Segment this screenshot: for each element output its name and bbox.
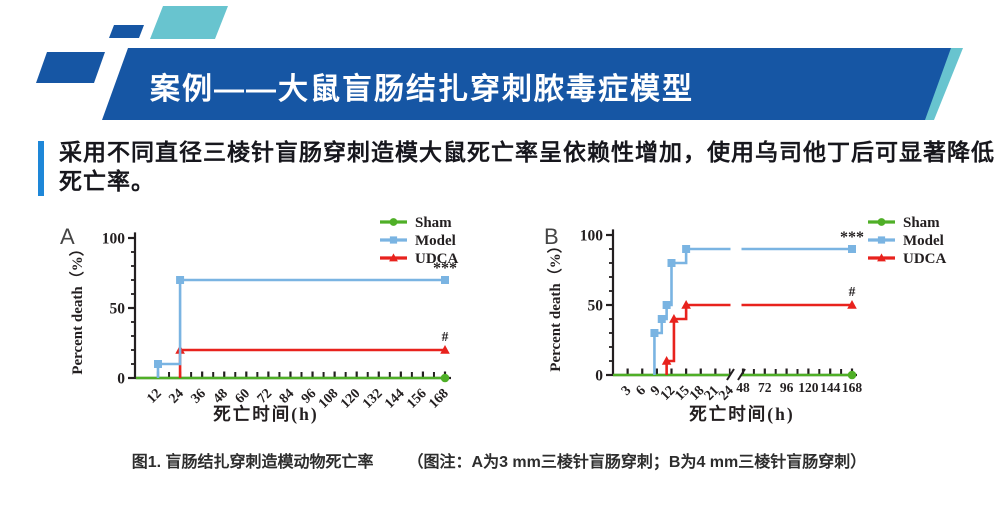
svg-text:UDCA: UDCA: [903, 251, 946, 267]
header-decoration: [36, 6, 963, 120]
deco-blue-small-parallelogram: [109, 25, 144, 38]
legend: Sham Model UDCA: [380, 215, 458, 267]
svg-text:24: 24: [166, 386, 187, 407]
axis-break-marks: [726, 368, 746, 381]
y-axis-label: Percent death（%）: [68, 241, 86, 374]
figure-caption: 图1. 盲肠结扎穿刺造模动物死亡率 （图注：A为3 mm三棱针盲肠穿刺；B为4 …: [0, 448, 998, 472]
intro-block: 采用不同直径三棱针盲肠穿刺造模大鼠死亡率呈依赖性增加，使用乌司他丁后可显著降低 …: [38, 138, 995, 196]
svg-text:168: 168: [426, 386, 451, 411]
svg-text:120: 120: [798, 380, 819, 395]
svg-text:132: 132: [360, 386, 385, 411]
svg-text:UDCA: UDCA: [415, 251, 458, 267]
y-axis-label: Percent death（%）: [546, 238, 564, 371]
svg-text:3: 3: [619, 383, 635, 399]
x-axis-label: 死亡时间(h): [213, 404, 318, 424]
axes: [133, 232, 451, 380]
svg-text:120: 120: [338, 386, 363, 411]
svg-text:50: 50: [110, 301, 126, 318]
page-title: 案例——大鼠盲肠结扎穿刺脓毒症模型: [150, 73, 694, 106]
svg-text:144: 144: [382, 386, 407, 411]
banner-shape: [102, 48, 951, 120]
svg-text:168: 168: [842, 380, 863, 395]
deco-blue-medium-parallelogram: [36, 52, 105, 83]
intro-accent-bar: [38, 141, 44, 196]
annotation-udca: #: [849, 284, 856, 299]
svg-text:6: 6: [634, 383, 650, 399]
svg-text:Model: Model: [903, 233, 944, 249]
svg-text:72: 72: [758, 380, 772, 395]
svg-text:Sham: Sham: [903, 215, 940, 231]
series-udca: [661, 300, 857, 375]
legend: Sham Model UDCA: [868, 215, 946, 267]
series-sham: [135, 373, 450, 383]
y-axis-ticks: 0 50 100: [580, 228, 613, 385]
svg-text:0: 0: [595, 368, 603, 385]
svg-text:36: 36: [188, 386, 209, 407]
caption-title: 图1. 盲肠结扎穿刺造模动物死亡率: [131, 454, 374, 471]
svg-text:0: 0: [117, 371, 125, 388]
axis-break-gap: [730, 233, 742, 379]
y-axis-ticks: 0 50 100: [102, 231, 135, 388]
svg-text:156: 156: [404, 386, 429, 411]
deco-teal-parallelogram: [150, 6, 228, 39]
panel-label: B: [544, 224, 559, 249]
svg-text:100: 100: [102, 231, 126, 248]
caption-note: （图注：A为3 mm三棱针盲肠穿刺；B为4 mm三棱针盲肠穿刺）: [407, 454, 867, 471]
svg-text:50: 50: [588, 298, 604, 315]
intro-line-1: 采用不同直径三棱针盲肠穿刺造模大鼠死亡率呈依赖性增加，使用乌司他丁后可显著降低: [59, 139, 995, 165]
annotation-udca: #: [442, 329, 449, 344]
x-axis-label: 死亡时间(h): [689, 404, 794, 424]
annotation-model: ***: [840, 229, 864, 246]
svg-text:48: 48: [736, 380, 750, 395]
svg-text:24: 24: [716, 383, 737, 404]
svg-text:Sham: Sham: [415, 215, 452, 231]
intro-line-2: 死亡率。: [59, 168, 155, 194]
panel-label: A: [60, 224, 75, 249]
svg-text:100: 100: [580, 228, 604, 245]
annotation-model: ***: [433, 260, 457, 277]
svg-text:Model: Model: [415, 233, 456, 249]
series-model: [650, 245, 856, 375]
intro-text: 采用不同直径三棱针盲肠穿刺造模大鼠死亡率呈依赖性增加，使用乌司他丁后可显著降低 …: [59, 138, 995, 196]
svg-text:144: 144: [820, 380, 841, 395]
series-model: [154, 276, 449, 378]
svg-text:96: 96: [780, 380, 794, 395]
svg-text:108: 108: [316, 386, 341, 411]
svg-text:12: 12: [144, 386, 165, 407]
